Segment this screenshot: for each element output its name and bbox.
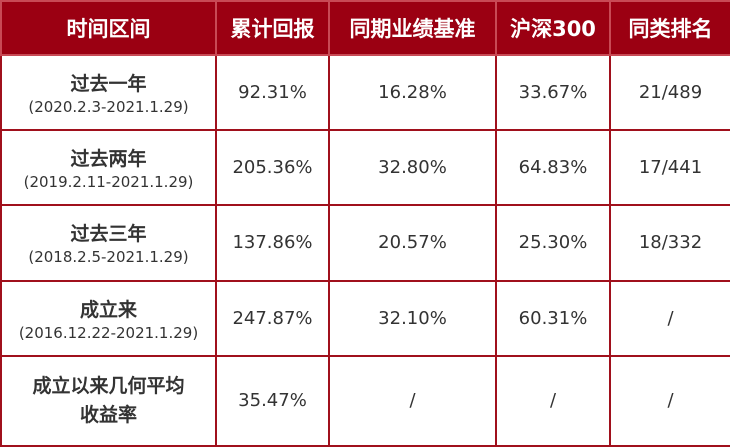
rank-cell: / [609,279,730,357]
period-name: 成立来 [79,298,137,321]
cumulative-cell: 137.86% [215,204,330,282]
table-row: 过去两年 (2019.2.11-2021.1.29) 205.36% 32.80% 64… [0,129,730,207]
period-cell: 过去两年 (2019.2.11-2021.1.29) [0,129,217,207]
rank-cell: / [609,354,730,447]
period-range: (2019.2.11-2021.1.29) [23,173,194,192]
period-name: 成立以来几何平均 收益率 [32,375,185,426]
period-name: 过去三年 [70,223,147,246]
benchmark-cell: 32.80% [328,129,497,207]
rank-cell: 17/441 [609,129,730,207]
header-cumulative: 累计回报 [215,0,330,56]
table-row: 过去一年 (2020.2.3-2021.1.29) 92.31% 16.28% 33.6… [0,53,730,132]
period-cell: 过去三年 (2018.2.5-2021.1.29) [0,204,217,282]
header-rank: 同类排名 [609,0,730,56]
period-range: (2018.2.5-2021.1.29) [28,248,189,267]
cumulative-cell: 205.36% [215,129,330,207]
benchmark-cell: 32.10% [328,279,497,357]
period-cell: 过去一年 (2020.2.3-2021.1.29) [0,53,217,132]
csi300-cell: 25.30% [495,204,611,282]
period-cell: 成立以来几何平均 收益率 [0,354,217,447]
period-range: (2016.12.22-2021.1.29) [18,323,199,342]
period-cell: 成立来 (2016.12.22-2021.1.29) [0,279,217,357]
period-range: (2020.2.3-2021.1.29) [28,98,189,117]
csi300-cell: 60.31% [495,279,611,357]
rank-cell: 21/489 [609,53,730,132]
header-period: 时间区间 [0,0,217,56]
header-row: 时间区间 累计回报 同期业绩基准 沪深300 同类排名 [0,0,730,56]
table-row: 成立来 (2016.12.22-2021.1.29) 247.87% 32.10% 60… [0,279,730,357]
table-row: 过去三年 (2018.2.5-2021.1.29) 137.86% 20.57% 25.… [0,204,730,282]
period-name: 过去两年 [70,148,147,171]
table-row: 成立以来几何平均 收益率 35.47% / / / [0,354,730,447]
benchmark-cell: 16.28% [328,53,497,132]
cumulative-cell: 35.47% [215,354,330,447]
benchmark-cell: / [328,354,497,447]
benchmark-cell: 20.57% [328,204,497,282]
cumulative-cell: 247.87% [215,279,330,357]
csi300-cell: / [495,354,611,447]
header-csi300: 沪深300 [495,0,611,56]
csi300-cell: 64.83% [495,129,611,207]
period-name: 过去一年 [70,73,147,96]
rank-cell: 18/332 [609,204,730,282]
cumulative-cell: 92.31% [215,53,330,132]
header-benchmark: 同期业绩基准 [328,0,497,56]
csi300-cell: 33.67% [495,53,611,132]
